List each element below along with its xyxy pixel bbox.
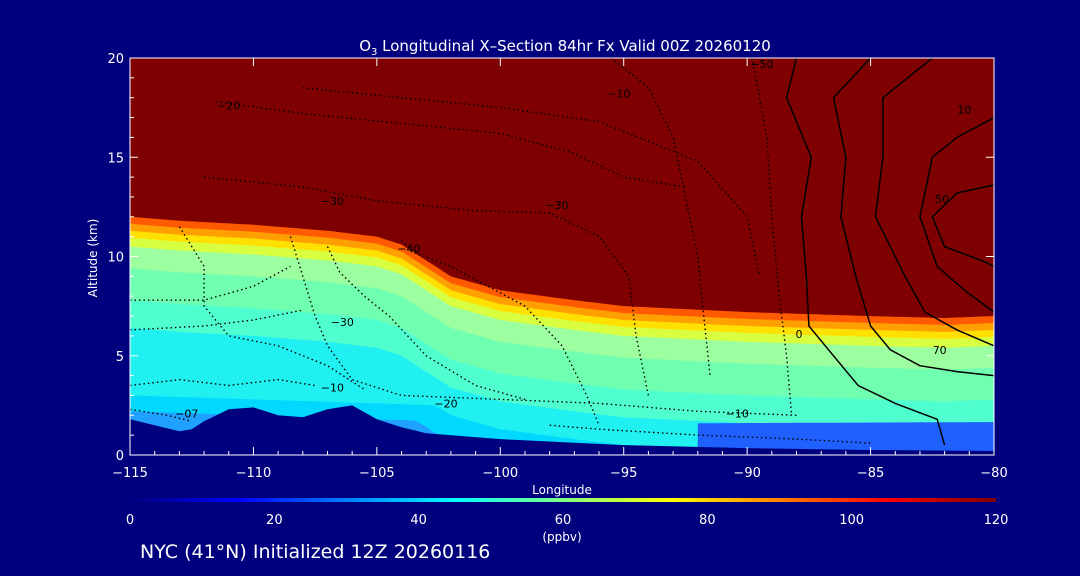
- contour-lines: [130, 58, 994, 446]
- contour-label: −40: [397, 243, 420, 256]
- contour-line: [130, 378, 316, 387]
- contour-line: [302, 87, 761, 277]
- title-rest: Longitudinal X–Section 84hr Fx Valid 00Z…: [377, 37, 770, 55]
- contour-line: [130, 408, 192, 422]
- contour-line: [931, 184, 994, 268]
- title-prefix: O: [359, 37, 371, 55]
- contour-label: −30: [331, 316, 354, 329]
- colorbar-tick-label: 60: [555, 513, 572, 528]
- y-tick-label: 10: [107, 251, 124, 266]
- x-axis: −115 −110 −105 −100 −95 −90 −85 −80: [112, 58, 1008, 481]
- y-tick-label: 15: [107, 151, 124, 166]
- y-tick-label: 5: [116, 350, 124, 365]
- contour-line: [130, 309, 303, 331]
- contour-line: [832, 58, 994, 377]
- contour-line: [549, 424, 871, 444]
- contour-label: 70: [933, 344, 947, 357]
- contour-line: [919, 116, 994, 313]
- ozone-band: [697, 422, 994, 455]
- contour-labels: −20 −10 −50 −30 −30 −40 −30 −10 −20 −10 −07 0 70 10 50: [175, 58, 971, 420]
- contour-label: −10: [726, 407, 749, 420]
- y-axis-label: Altitude (km): [86, 219, 100, 298]
- contour-label: −30: [321, 195, 344, 208]
- plot-area: −20 −10 −50 −30 −30 −40 −30 −10 −20 −10 −07 0 70 10 50: [130, 58, 994, 455]
- contour-line: [204, 176, 650, 396]
- x-tick-label: −95: [610, 466, 637, 481]
- terrain-layer: [130, 405, 994, 455]
- colorbar-tick-label: 100: [839, 513, 864, 528]
- contour-label: −50: [750, 58, 773, 71]
- colorbar-tick-label: 40: [410, 513, 427, 528]
- contour-label: −20: [217, 100, 240, 113]
- x-axis-label: Longitude: [532, 483, 592, 497]
- chart-title: O3 Longitudinal X–Section 84hr Fx Valid …: [359, 37, 771, 58]
- colorbar-tick-label: 0: [126, 513, 134, 528]
- contour-label: −10: [607, 88, 630, 101]
- colorbar-tick-label: 80: [699, 513, 716, 528]
- contour-line: [130, 265, 291, 301]
- y-tick-label: 20: [107, 52, 124, 67]
- y-tick-label: 0: [116, 449, 124, 464]
- contour-label: 50: [935, 193, 949, 206]
- x-tick-label: −100: [482, 466, 518, 481]
- contour-label: −10: [321, 381, 344, 394]
- colorbar: [130, 498, 996, 502]
- colorbar-ticks: 0 20 40 60 80 100 120: [126, 513, 1009, 528]
- x-tick-label: −115: [112, 466, 148, 481]
- contour-line: [785, 58, 946, 446]
- colorbar-unit-label: (ppbv): [542, 530, 581, 544]
- terrain: [130, 405, 994, 455]
- y-axis: 0 5 10 15 20: [107, 52, 994, 464]
- x-tick-label: −105: [359, 466, 395, 481]
- init-info-footer: NYC (41°N) Initialized 12Z 20260116: [140, 541, 491, 563]
- contour-label: −30: [545, 199, 568, 212]
- contour-line: [326, 246, 526, 401]
- x-tick-label: −110: [236, 466, 272, 481]
- colorbar-tick-label: 120: [984, 513, 1009, 528]
- x-tick-label: −80: [980, 466, 1007, 481]
- contour-label: 0: [795, 328, 802, 341]
- contour-label: 10: [957, 104, 971, 117]
- x-tick-label: −85: [857, 466, 884, 481]
- contour-line: [874, 58, 994, 347]
- colorbar-tick-label: 20: [266, 513, 283, 528]
- x-tick-label: −90: [733, 466, 760, 481]
- contour-label: −07: [175, 407, 198, 420]
- contour-label: −20: [434, 397, 457, 410]
- title-subscript: 3: [371, 47, 377, 58]
- contour-line: [401, 240, 600, 426]
